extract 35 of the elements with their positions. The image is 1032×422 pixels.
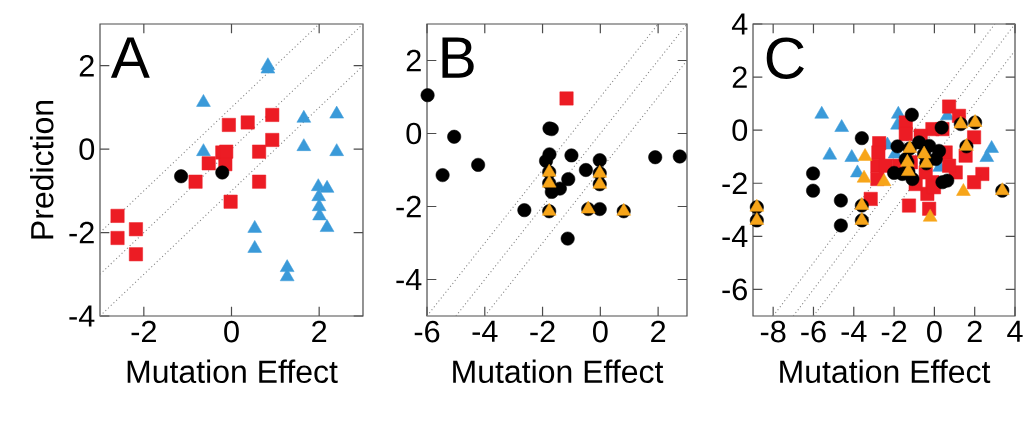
annotation: C bbox=[766, 37, 804, 79]
y-tick-label: -4 bbox=[722, 225, 748, 247]
y-tick-label: -2 bbox=[396, 195, 421, 218]
y-tick-label: 2 bbox=[79, 55, 94, 77]
x-tick-label: 2 bbox=[651, 320, 666, 343]
x-axis-title: Mutation Effect bbox=[780, 359, 991, 384]
y-tick-label: 2 bbox=[406, 49, 421, 72]
x-tick-label: -4 bbox=[472, 320, 498, 342]
y-tick-label: -4 bbox=[396, 268, 422, 291]
x-tick-label: -8 bbox=[760, 320, 786, 343]
x-tick-label: -2 bbox=[131, 320, 156, 343]
y-tick-label: -2 bbox=[69, 221, 94, 244]
x-axis-title: Mutation Effect bbox=[453, 359, 664, 384]
y-tick-label: 0 bbox=[406, 122, 422, 145]
y-tick-label: -6 bbox=[722, 278, 747, 301]
x-tick-label: -2 bbox=[530, 320, 555, 343]
x-tick-label: -4 bbox=[841, 320, 867, 342]
x-tick-label: 4 bbox=[1007, 320, 1023, 342]
y-tick-label: -2 bbox=[722, 172, 747, 194]
x-tick-label: 2 bbox=[312, 320, 327, 343]
x-tick-label: -6 bbox=[801, 320, 826, 343]
x-tick-label: -2 bbox=[881, 320, 907, 343]
x-tick-label: 0 bbox=[224, 320, 239, 343]
x-tick-label: 0 bbox=[593, 320, 608, 343]
annotation: B bbox=[442, 37, 474, 78]
annotation: A bbox=[110, 37, 150, 78]
y-axis-title: Prediction bbox=[30, 100, 54, 239]
y-tick-label: 2 bbox=[732, 66, 747, 88]
y-tick-label: -4 bbox=[69, 305, 95, 327]
x-tick-label: 2 bbox=[967, 320, 982, 343]
y-tick-label: 4 bbox=[731, 13, 748, 35]
x-tick-label: 0 bbox=[927, 320, 942, 343]
x-axis-title: Mutation Effect bbox=[127, 359, 338, 384]
y-tick-label: 0 bbox=[732, 119, 748, 142]
y-tick-label: 0 bbox=[79, 138, 95, 160]
